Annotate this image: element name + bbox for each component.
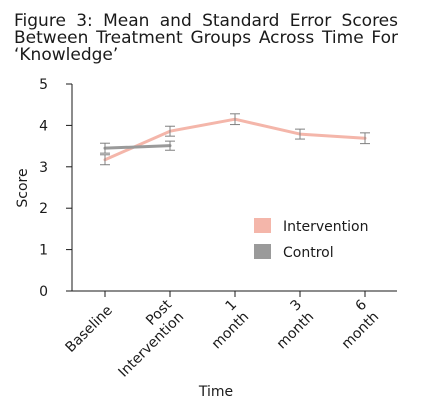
legend-swatch <box>254 244 271 259</box>
x-tick-label: 6month <box>327 297 383 353</box>
error-bar <box>360 132 370 145</box>
plot-area <box>100 113 370 166</box>
legend-swatch <box>254 218 271 233</box>
x-tick-label: 3month <box>262 297 317 352</box>
y-tick-label: 3 <box>39 160 48 176</box>
y-tick-label: 5 <box>39 77 48 93</box>
error-bar <box>295 128 305 140</box>
x-axis-ticks: Baseline PostIntervention1month3month6mon… <box>63 291 383 381</box>
y-tick-label: 4 <box>39 118 48 134</box>
x-axis-label: Time <box>198 384 233 400</box>
error-bar <box>100 154 110 166</box>
error-bar <box>100 142 110 154</box>
series-intervention <box>100 113 370 166</box>
chart-title: Figure 3: Mean and Standard Error Scores… <box>14 11 398 65</box>
legend-label: Intervention <box>283 219 368 235</box>
error-bar <box>165 125 175 137</box>
legend-label: Control <box>283 245 334 261</box>
y-axis-label: Score <box>15 168 31 207</box>
error-bar <box>230 113 240 126</box>
x-tick-label: Baseline <box>63 303 116 356</box>
series-line <box>103 117 367 162</box>
x-tick-label: 1month <box>197 297 252 352</box>
y-tick-label: 1 <box>39 243 48 259</box>
series-control <box>100 140 175 154</box>
y-tick-label: 2 <box>39 201 48 217</box>
y-tick-label: 0 <box>39 284 48 300</box>
error-bar <box>165 140 175 151</box>
x-tick-label-line: month <box>274 309 317 352</box>
y-axis-ticks: 0 1 2 3 4 5 <box>39 77 72 300</box>
x-tick-label-line: month <box>209 309 252 352</box>
x-tick-label: PostIntervention <box>103 297 187 381</box>
series-line <box>103 144 172 150</box>
x-tick-label-line: month <box>339 309 382 352</box>
legend: Intervention Control <box>254 218 368 261</box>
